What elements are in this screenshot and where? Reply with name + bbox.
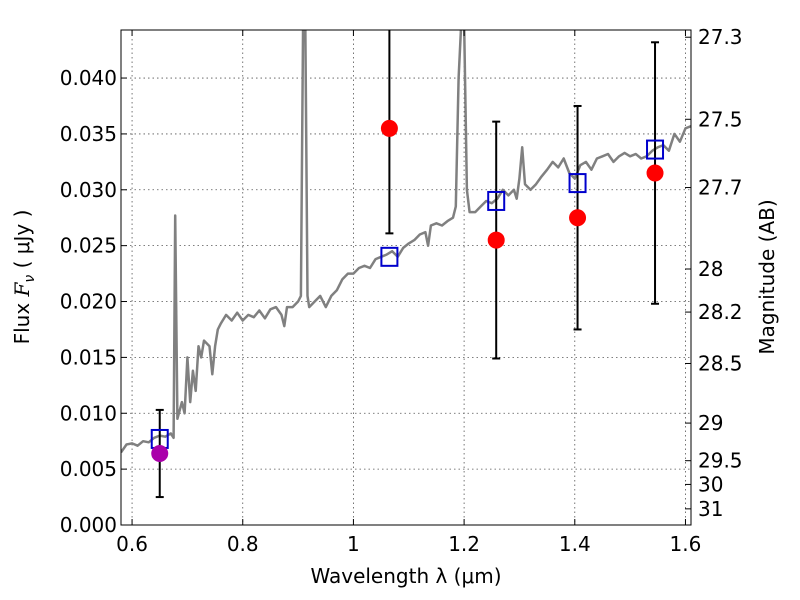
- model-flux-square: [487, 190, 506, 211]
- magnitude-axis-label: Magnitude (AB): [755, 199, 779, 354]
- mag-tick-label: 27.7: [698, 176, 743, 200]
- mag-tick-label: 28: [698, 257, 723, 281]
- model-flux-square: [646, 139, 665, 160]
- axis-ticks: 0.6 0.8 1 1.2 1.4 1.6 0.000 0.005 0.010 0.015 0.02…: [60, 25, 743, 556]
- y-tick-label: 0.015: [60, 345, 117, 369]
- y-axis-label: Flux Fν ( μJy ): [10, 210, 38, 345]
- y-tick-label: 0.025: [60, 234, 117, 258]
- y-axis-label-prefix: Flux: [10, 296, 34, 344]
- x-tick-label: 1.6: [670, 532, 702, 556]
- y-tick-label: 0.030: [60, 178, 117, 202]
- model-flux-square: [380, 246, 399, 267]
- observed-flux-point: [151, 444, 169, 462]
- y-tick-label: 0.040: [60, 66, 117, 90]
- error-bars: [155, 30, 660, 499]
- mag-tick-label: 28.5: [698, 351, 743, 375]
- grid-lines: [121, 30, 691, 525]
- model-spectrum-line: [121, 30, 691, 454]
- y-axis-label-symbol: F: [10, 281, 34, 297]
- y-tick-label: 0.020: [60, 290, 117, 314]
- plot-frame: [120, 29, 692, 526]
- x-tick-label: 0.8: [227, 532, 259, 556]
- mag-tick-label: 31: [698, 497, 723, 521]
- y-tick-label: 0.035: [60, 122, 117, 146]
- y-tick-label: 0.000: [60, 513, 117, 537]
- spectrum-layer: [121, 30, 691, 454]
- observed-flux-point: [487, 231, 505, 249]
- observed-flux-point: [569, 209, 587, 227]
- mag-tick-label: 30: [698, 472, 723, 496]
- x-tick-label: 1.4: [559, 532, 591, 556]
- y-axis-label-subscript: ν: [22, 275, 38, 283]
- x-axis-label: Wavelength λ (μm): [310, 564, 501, 588]
- y-tick-label: 0.005: [60, 457, 117, 481]
- mag-tick-label: 29.5: [698, 449, 743, 473]
- model-flux-square: [568, 173, 587, 194]
- observed-flux-point: [646, 164, 664, 182]
- y-tick-label: 0.010: [60, 401, 117, 425]
- x-tick-label: 0.6: [116, 532, 148, 556]
- mag-tick-label: 27.5: [698, 107, 743, 131]
- observed-flux-point: [380, 119, 398, 137]
- mag-tick-label: 27.3: [698, 25, 743, 49]
- x-tick-label: 1: [347, 532, 360, 556]
- mag-tick-label: 28.2: [698, 300, 743, 324]
- x-tick-label: 1.2: [448, 532, 480, 556]
- y-axis-label-suffix: ( μJy ): [10, 210, 34, 275]
- data-points: [150, 119, 665, 462]
- mag-tick-label: 29: [698, 411, 723, 435]
